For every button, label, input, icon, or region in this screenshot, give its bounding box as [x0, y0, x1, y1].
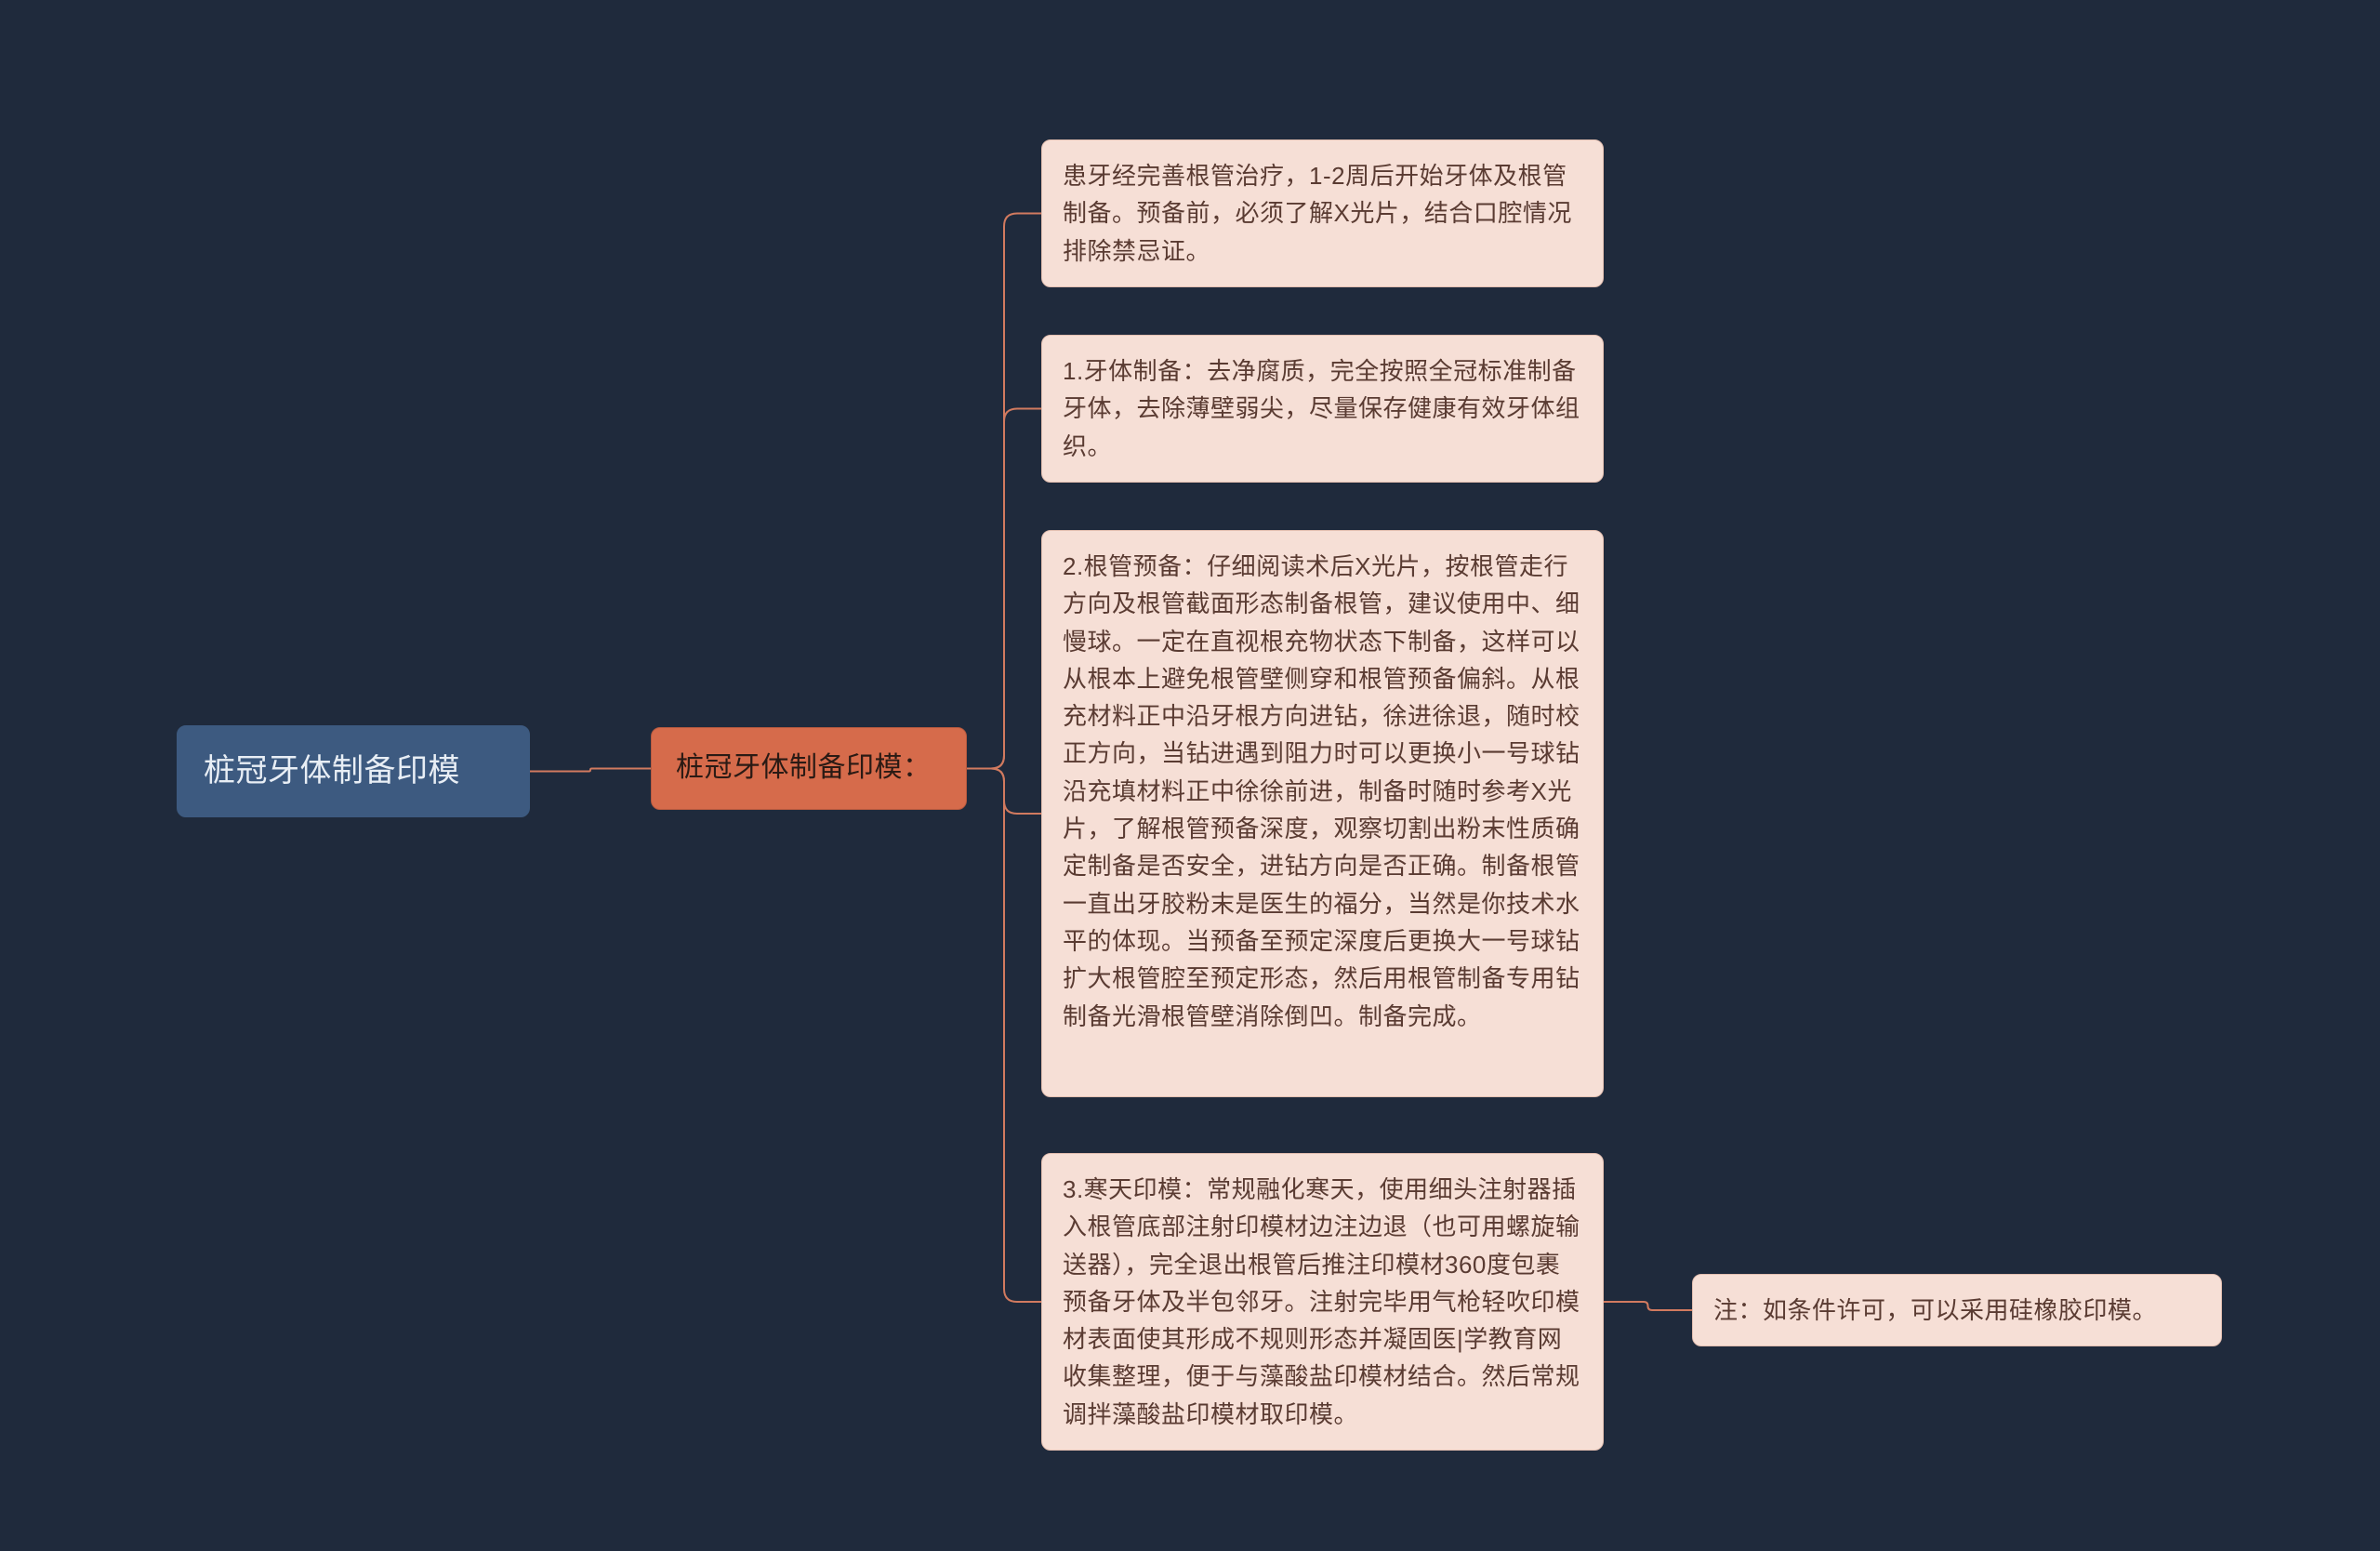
root-node-label: 桩冠牙体制备印模	[204, 753, 460, 789]
branch-node-label: 桩冠牙体制备印模：	[676, 752, 932, 783]
root-node[interactable]: 桩冠牙体制备印模	[177, 725, 530, 817]
leaf-node-text: 患牙经完善根管治疗，1-2周后开始牙体及根管制备。预备前，必须了解X光片，结合口…	[1063, 162, 1572, 265]
mindmap-canvas: 桩冠牙体制备印模 桩冠牙体制备印模： 患牙经完善根管治疗，1-2周后开始牙体及根…	[0, 0, 2380, 1551]
leaf-node-text: 3.寒天印模：常规融化寒天，使用细头注射器插入根管底部注射印模材边注边退（也可用…	[1063, 1175, 1580, 1428]
leaf-node-text: 2.根管预备：仔细阅读术后X光片，按根管走行方向及根管截面形态制备根管，建议使用…	[1063, 552, 1580, 1030]
note-node-text: 注：如条件许可，可以采用硅橡胶印模。	[1713, 1296, 2157, 1324]
note-node[interactable]: 注：如条件许可，可以采用硅橡胶印模。	[1692, 1274, 2222, 1346]
leaf-node-4[interactable]: 3.寒天印模：常规融化寒天，使用细头注射器插入根管底部注射印模材边注边退（也可用…	[1041, 1153, 1604, 1451]
leaf-node-3[interactable]: 2.根管预备：仔细阅读术后X光片，按根管走行方向及根管截面形态制备根管，建议使用…	[1041, 530, 1604, 1097]
leaf-node-text: 1.牙体制备：去净腐质，完全按照全冠标准制备牙体，去除薄壁弱尖，尽量保存健康有效…	[1063, 357, 1580, 460]
branch-node[interactable]: 桩冠牙体制备印模：	[651, 727, 967, 810]
leaf-node-1[interactable]: 患牙经完善根管治疗，1-2周后开始牙体及根管制备。预备前，必须了解X光片，结合口…	[1041, 139, 1604, 287]
leaf-node-2[interactable]: 1.牙体制备：去净腐质，完全按照全冠标准制备牙体，去除薄壁弱尖，尽量保存健康有效…	[1041, 335, 1604, 483]
